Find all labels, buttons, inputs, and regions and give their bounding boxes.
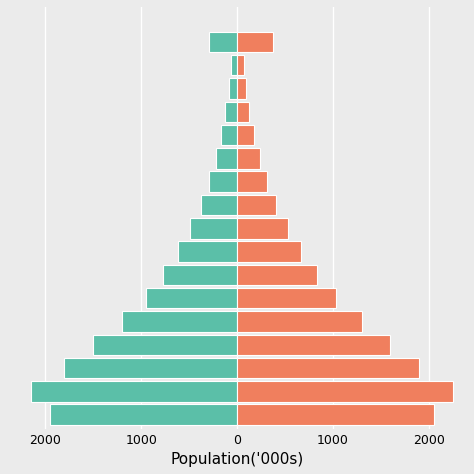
Bar	[237, 195, 276, 215]
Bar	[237, 148, 260, 169]
Bar	[237, 32, 273, 52]
Bar	[93, 335, 237, 355]
Bar	[50, 404, 237, 425]
Bar	[31, 381, 237, 401]
Bar	[122, 311, 237, 332]
Bar	[229, 78, 237, 99]
Bar	[209, 172, 237, 192]
Bar	[231, 55, 237, 75]
Bar	[237, 288, 336, 309]
Bar	[64, 358, 237, 378]
Bar	[237, 172, 267, 192]
Bar	[237, 264, 317, 285]
Bar	[221, 125, 237, 146]
Bar	[163, 264, 237, 285]
X-axis label: Population('000s): Population('000s)	[170, 452, 304, 467]
Bar	[237, 101, 249, 122]
Bar	[237, 78, 246, 99]
Bar	[201, 195, 237, 215]
Bar	[237, 381, 453, 401]
Bar	[226, 101, 237, 122]
Bar	[209, 32, 237, 52]
Bar	[237, 358, 419, 378]
Bar	[237, 55, 244, 75]
Bar	[237, 125, 254, 146]
Bar	[237, 404, 434, 425]
Bar	[237, 241, 301, 262]
Bar	[237, 218, 288, 238]
Bar	[190, 218, 237, 238]
Bar	[146, 288, 237, 309]
Bar	[216, 148, 237, 169]
Bar	[237, 335, 391, 355]
Bar	[237, 311, 362, 332]
Bar	[178, 241, 237, 262]
